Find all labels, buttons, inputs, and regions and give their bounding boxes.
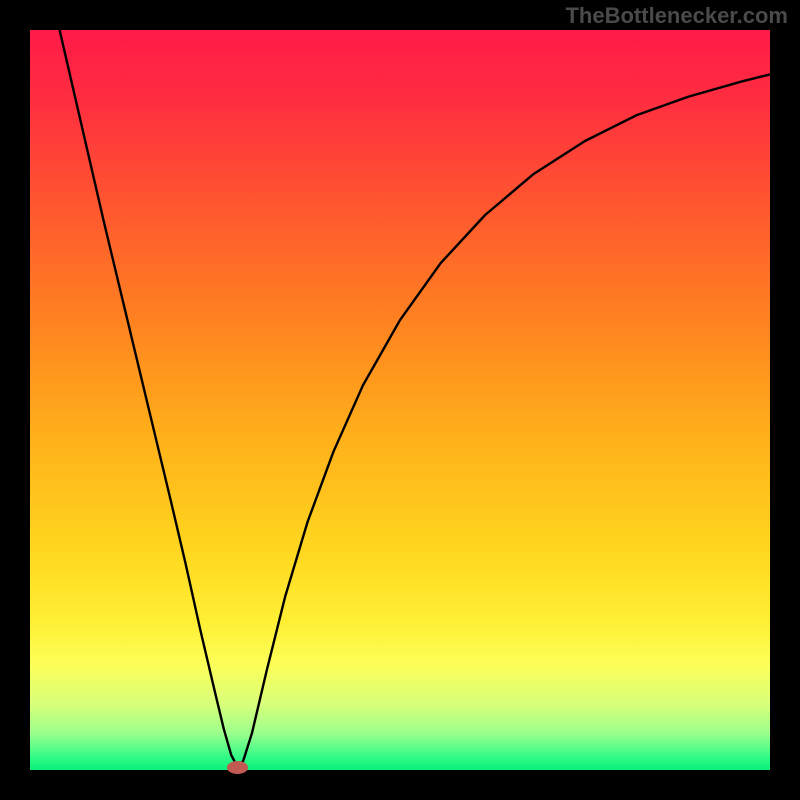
chart-frame: TheBottlenecker.com (0, 0, 800, 800)
curve-svg (30, 30, 770, 770)
minimum-marker (227, 761, 248, 774)
bottleneck-curve (60, 30, 770, 766)
plot-area (30, 30, 770, 770)
watermark-text: TheBottlenecker.com (565, 3, 788, 29)
